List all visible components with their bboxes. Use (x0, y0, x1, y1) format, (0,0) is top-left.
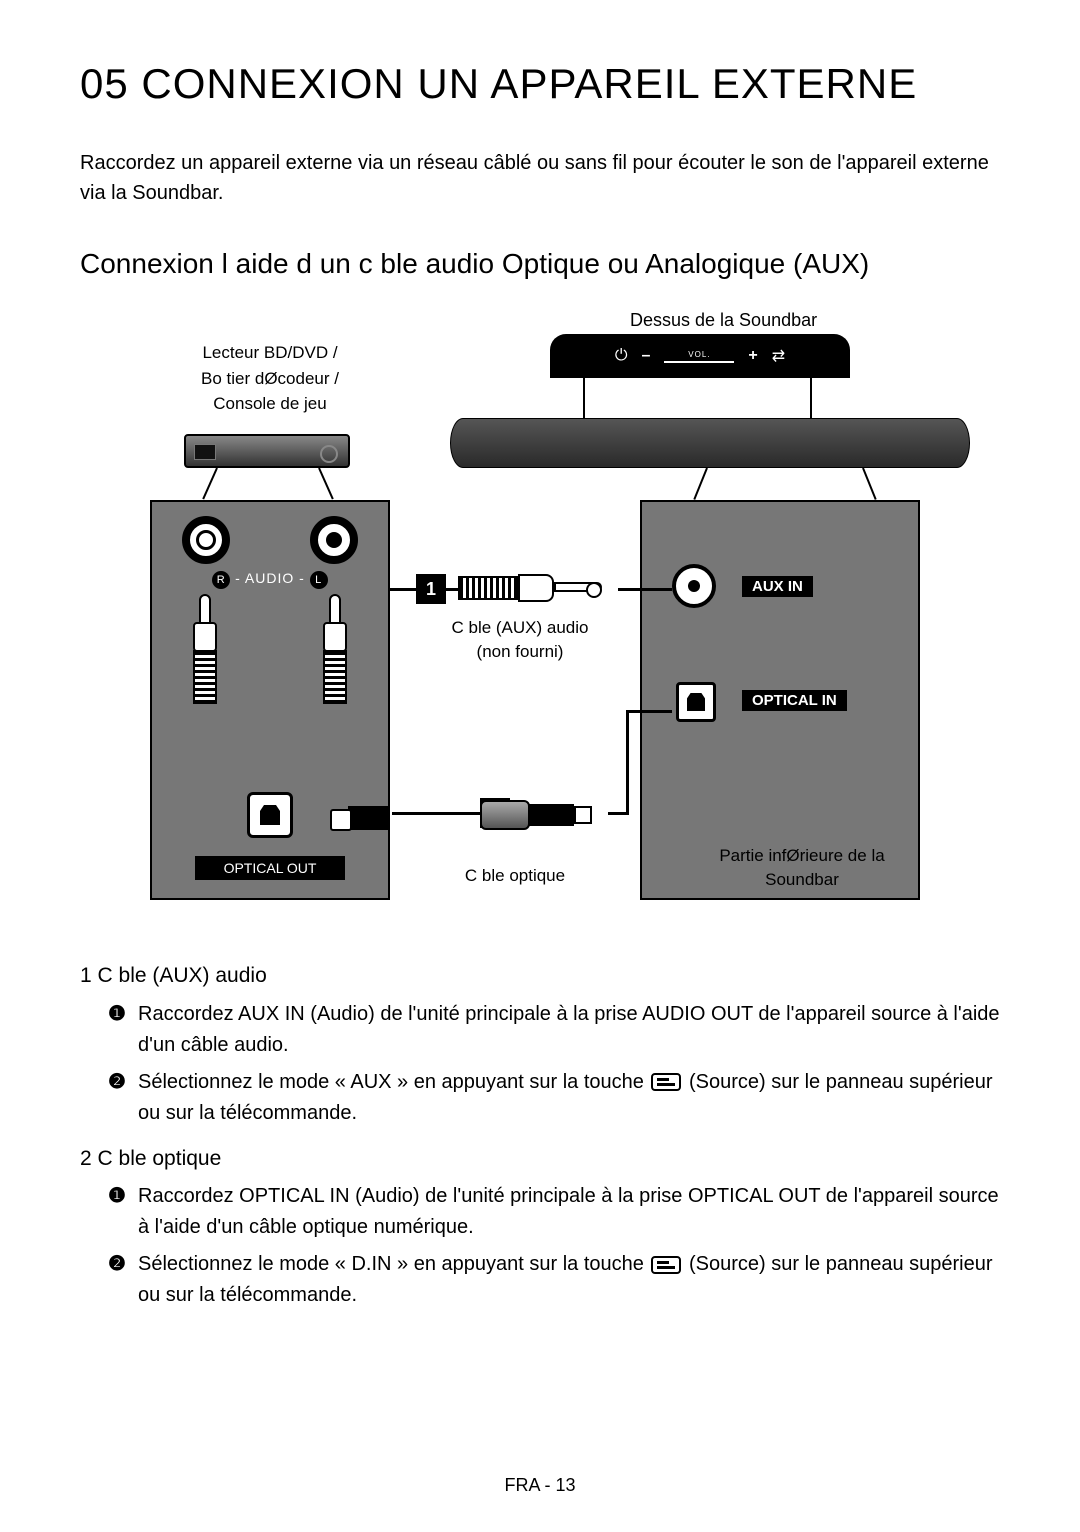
soundbar-top-label: Dessus de la Soundbar (630, 310, 817, 331)
optical-cable-label: C ble optique (430, 866, 600, 886)
cable-line (392, 812, 482, 815)
aux-plug-icon (458, 568, 618, 608)
rca-white-jack (182, 516, 230, 564)
aux-cable-label: C ble (AUX) audio (non fourni) (440, 616, 600, 664)
rca-plug-icon (190, 594, 220, 704)
source-icon: ⇄ (772, 346, 785, 366)
instruction-text: Sélectionnez le mode « D.IN » en appuyan… (138, 1249, 1000, 1311)
rca-red-jack (310, 516, 358, 564)
cable-line (446, 588, 460, 591)
page-footer: FRA - 13 (0, 1475, 1080, 1496)
leader-line (810, 378, 812, 420)
cable-line (618, 588, 672, 591)
source-back-panel: R - AUDIO - L OPTICAL OUT (150, 500, 390, 900)
instructions: 1 C ble (AUX) audio ❶ Raccordez AUX IN (… (80, 960, 1000, 1311)
soundbar-bottom-label: Partie infØrieure de la Soundbar (702, 844, 902, 892)
power-icon: ⏻ (615, 347, 628, 365)
soundbar-control-panel: ⏻ – VOL. + ⇄ (550, 334, 850, 378)
vol-plus-icon: + (748, 347, 757, 365)
section-subtitle: Connexion l aide d un c ble audio Optiqu… (80, 248, 1000, 280)
connection-diagram: Dessus de la Soundbar ⏻ – VOL. + ⇄ Lecte… (110, 310, 970, 930)
instruction-heading-1: 1 C ble (AUX) audio (80, 960, 1000, 993)
optical-plug-icon (348, 806, 388, 830)
source-icon (651, 1256, 681, 1274)
step-num: ❷ (108, 1067, 130, 1129)
instruction-heading-2: 2 C ble optique (80, 1143, 1000, 1176)
audio-lr-label: R - AUDIO - L (152, 570, 388, 589)
cable-line (390, 588, 418, 591)
optical-in-port (676, 682, 716, 722)
intro-text: Raccordez un appareil externe via un rés… (80, 148, 1000, 208)
vol-minus-icon: – (642, 347, 651, 365)
step-num: ❶ (108, 999, 130, 1061)
page-title: 05 CONNEXION UN APPAREIL EXTERNE (80, 60, 1000, 108)
optical-plug-icon (480, 796, 610, 836)
instruction-text: Raccordez AUX IN (Audio) de l'unité prin… (138, 999, 1000, 1061)
instruction-text: Raccordez OPTICAL IN (Audio) de l'unité … (138, 1181, 1000, 1243)
leader-line (583, 378, 585, 420)
vol-label: VOL. (688, 350, 710, 359)
step-num: ❶ (108, 1181, 130, 1243)
audio-label: - AUDIO - (235, 570, 305, 586)
cable-line (626, 710, 629, 815)
cable-line (608, 812, 628, 815)
rca-plug-icon (320, 594, 350, 704)
optical-in-label: OPTICAL IN (742, 690, 847, 711)
cable-line (626, 710, 672, 713)
aux-in-label: AUX IN (742, 576, 813, 597)
source-device-icon (184, 434, 350, 468)
leader-line (202, 468, 218, 500)
optical-out-label: OPTICAL OUT (195, 856, 345, 880)
l-label: L (310, 571, 328, 589)
instruction-text: Sélectionnez le mode « AUX » en appuyant… (138, 1067, 1000, 1129)
leader-line (862, 468, 877, 500)
source-icon (651, 1073, 681, 1091)
callout-1: 1 (416, 574, 446, 604)
leader-line (693, 468, 708, 500)
source-device-label: Lecteur BD/DVD / Bo tier dØcodeur / Cons… (170, 340, 370, 417)
soundbar-bottom-panel: AUX IN OPTICAL IN Partie infØrieure de l… (640, 500, 920, 900)
r-label: R (212, 571, 230, 589)
step-num: ❷ (108, 1249, 130, 1311)
leader-line (318, 468, 334, 500)
soundbar-body (450, 418, 970, 468)
optical-out-port (247, 792, 293, 838)
aux-in-jack (672, 564, 716, 608)
